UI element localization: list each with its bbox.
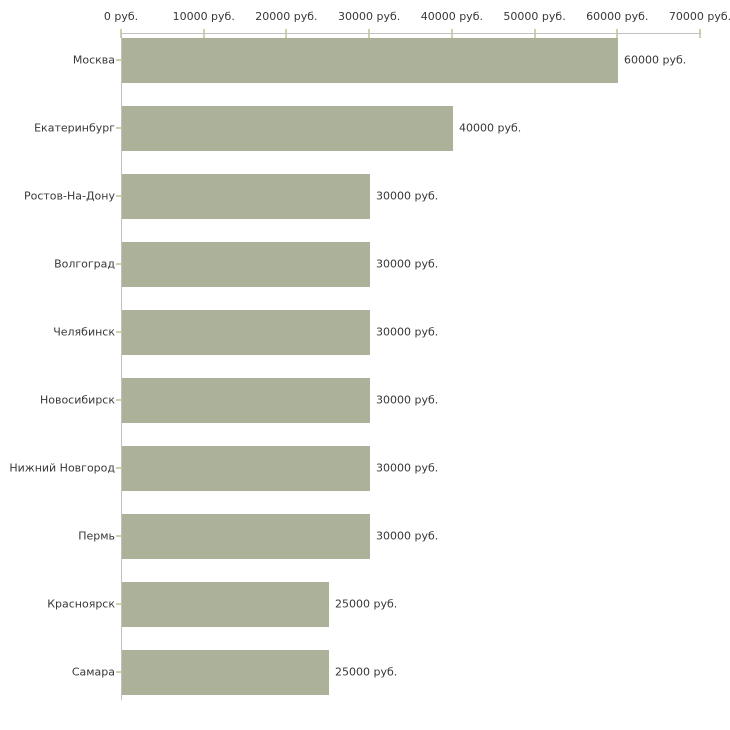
value-label: 60000 руб. (624, 53, 687, 67)
y-tick-mark (116, 127, 121, 129)
y-tick-mark (116, 263, 121, 265)
bar (122, 106, 453, 151)
bar (122, 650, 329, 695)
y-axis-line (121, 33, 122, 700)
y-tick-mark (116, 195, 121, 197)
bar (122, 446, 370, 491)
value-label: 30000 руб. (376, 325, 439, 339)
bar (122, 38, 618, 83)
bar (122, 514, 370, 559)
category-label: Нижний Новгород (9, 461, 115, 475)
value-label: 30000 руб. (376, 393, 439, 407)
y-tick-mark (116, 331, 121, 333)
y-tick-mark (116, 535, 121, 537)
category-label: Екатеринбург (34, 121, 115, 135)
x-tick-label: 50000 руб. (503, 10, 566, 23)
y-tick-mark (116, 671, 121, 673)
value-label: 30000 руб. (376, 189, 439, 203)
x-axis-line (121, 33, 701, 34)
value-label: 30000 руб. (376, 529, 439, 543)
y-tick-mark (116, 603, 121, 605)
x-tick-label: 40000 руб. (420, 10, 483, 23)
value-label: 40000 руб. (459, 121, 522, 135)
category-label: Красноярск (47, 597, 115, 611)
bar (122, 378, 370, 423)
bar (122, 310, 370, 355)
category-label: Челябинск (53, 325, 115, 339)
y-tick-mark (116, 399, 121, 401)
x-tick-label: 70000 руб. (668, 10, 730, 23)
y-tick-mark (116, 59, 121, 61)
bar (122, 582, 329, 627)
category-label: Новосибирск (39, 393, 115, 407)
x-tick-label: 60000 руб. (586, 10, 649, 23)
x-tick-label: 10000 руб. (172, 10, 235, 23)
value-label: 25000 руб. (335, 597, 398, 611)
category-label: Ростов-На-Дону (23, 189, 115, 203)
x-tick-label: 30000 руб. (338, 10, 401, 23)
category-label: Волгоград (54, 257, 115, 271)
category-label: Самара (71, 665, 115, 679)
bar (122, 174, 370, 219)
bar (122, 242, 370, 287)
category-label: Москва (72, 53, 115, 67)
value-label: 30000 руб. (376, 461, 439, 475)
y-tick-mark (116, 467, 121, 469)
x-tick-label: 0 руб. (103, 10, 139, 23)
category-label: Пермь (78, 529, 115, 543)
x-tick-label: 20000 руб. (255, 10, 318, 23)
value-label: 30000 руб. (376, 257, 439, 271)
value-label: 25000 руб. (335, 665, 398, 679)
